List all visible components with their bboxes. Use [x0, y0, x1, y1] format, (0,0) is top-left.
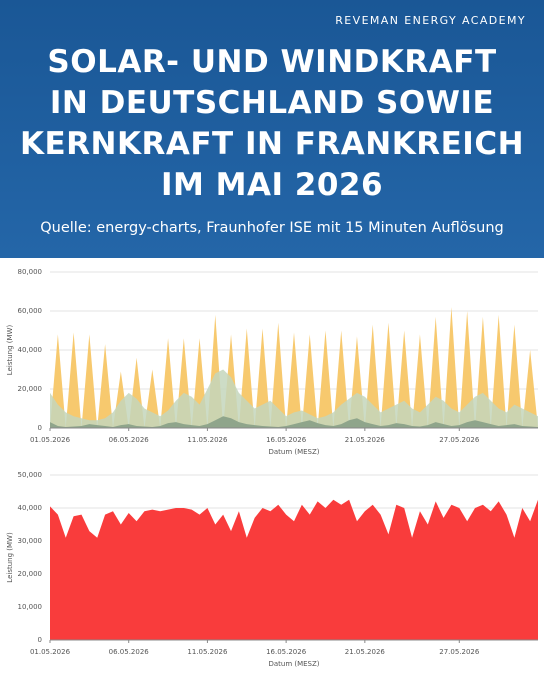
x-tick-label: 11.05.2026	[187, 648, 228, 656]
area	[50, 369, 538, 428]
area	[50, 307, 538, 428]
x-tick-label: 06.05.2026	[109, 436, 150, 444]
x-axis-label: Datum (MESZ)	[268, 448, 319, 456]
title-line: SOLAR- UND WINDKRAFT	[47, 44, 497, 80]
title-line: IN DEUTSCHLAND SOWIE	[49, 85, 495, 121]
y-tick-label: 80,000	[18, 268, 43, 276]
y-tick-label: 50,000	[18, 471, 43, 479]
title: SOLAR- UND WINDKRAFT IN DEUTSCHLAND SOWI…	[0, 42, 544, 206]
y-tick-label: 20,000	[18, 570, 43, 578]
x-tick-label: 21.05.2026	[345, 648, 386, 656]
source: Quelle: energy-charts, Fraunhofer ISE mi…	[40, 220, 504, 236]
x-axis-label: Datum (MESZ)	[268, 660, 319, 668]
area	[50, 416, 538, 428]
y-tick-label: 60,000	[18, 307, 43, 315]
x-tick-label: 21.05.2026	[345, 436, 386, 444]
y-tick-label: 40,000	[18, 346, 43, 354]
x-tick-label: 11.05.2026	[187, 436, 228, 444]
y-axis-label: Leistung (MW)	[6, 532, 14, 583]
x-tick-label: 01.05.2026	[30, 648, 71, 656]
y-tick-label: 40,000	[18, 504, 43, 512]
y-tick-label: 30,000	[18, 537, 43, 545]
y-tick-label: 20,000	[18, 385, 43, 393]
x-tick-label: 16.05.2026	[266, 436, 307, 444]
area	[50, 499, 538, 640]
x-tick-label: 27.05.2026	[439, 436, 480, 444]
charts: 0 20,000 40,000 60,000 80,000 01.05.2026 06.05…	[6, 268, 538, 668]
y-tick-label: 0	[38, 424, 42, 432]
title-line: IM MAI 2026	[160, 167, 384, 203]
x-tick-label: 01.05.2026	[30, 436, 71, 444]
brand: REVEMAN ENERGY ACADEMY	[335, 14, 526, 27]
y-tick-label: 10,000	[18, 603, 43, 611]
x-tick-label: 06.05.2026	[109, 648, 150, 656]
header: REVEMAN ENERGY ACADEMY SOLAR- UND WINDKR…	[0, 0, 544, 258]
x-tick-label: 16.05.2026	[266, 648, 307, 656]
y-axis-label: Leistung (MW)	[6, 325, 14, 376]
y-tick-label: 0	[38, 636, 42, 644]
title-line: KERNKRAFT IN FRANKREICH	[19, 126, 525, 162]
x-tick-label: 27.05.2026	[439, 648, 480, 656]
